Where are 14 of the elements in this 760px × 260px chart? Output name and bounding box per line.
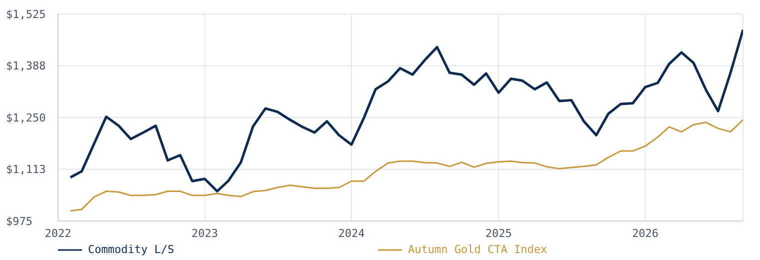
x-tick-label: 2025 [485,226,512,240]
line-series [69,28,743,193]
x-tick-label: 2022 [44,226,72,240]
line-series [70,119,743,212]
y-tick-label: $1,113 [6,163,46,176]
legend-label: Commodity L/S [88,243,174,256]
x-tick-label: 2023 [191,226,218,240]
y-tick-label: $1,250 [6,111,46,124]
x-tick-label: 2024 [338,226,366,240]
y-tick-label: $975 [6,214,32,228]
x-tick-label: 2026 [632,226,659,240]
legend-label: Autumn Gold CTA Index [408,243,548,256]
y-tick-label: $1,388 [6,60,46,73]
y-tick-label: $1,525 [6,8,46,21]
